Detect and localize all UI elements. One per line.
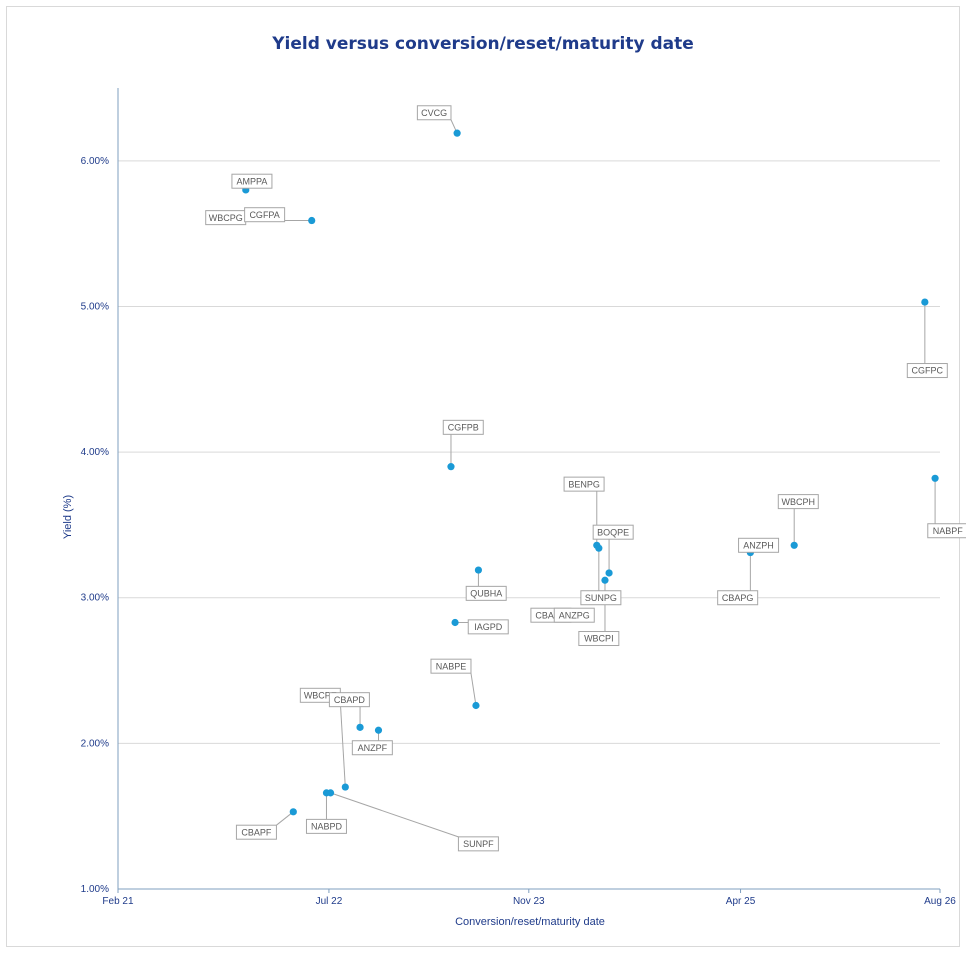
point-label: CVCG: [421, 108, 447, 118]
data-points: [242, 129, 939, 816]
data-point: [595, 544, 603, 552]
axes: 1.00% 2.00% 3.00% 4.00% 5.00% 6.00% Feb 21 Jul …: [81, 88, 956, 907]
point-label: CGFPB: [448, 423, 479, 433]
point-label-box: [467, 619, 509, 635]
point-label: CBAPH: [535, 610, 566, 620]
point-label-box: [738, 537, 780, 553]
point-label-box: [442, 419, 484, 435]
point-label-box: [430, 658, 472, 674]
point-label-box: [465, 585, 507, 601]
y-tick-label: 4.00%: [81, 447, 109, 458]
point-label-box: [328, 692, 370, 708]
point-label: SUNPG: [585, 593, 617, 603]
point-label: ANZPG: [559, 610, 590, 620]
data-point: [451, 618, 459, 627]
data-point: [453, 129, 461, 137]
y-tick-label: 1.00%: [81, 884, 109, 895]
point-label-box: [777, 494, 819, 510]
y-tick-label: 6.00%: [81, 156, 109, 167]
point-label-box: [578, 631, 620, 647]
point-label: ANZPH: [743, 540, 774, 550]
data-point: [447, 463, 455, 471]
y-axis-title: Yield (%): [62, 495, 74, 539]
point-label-box: [553, 607, 595, 623]
data-point: [308, 216, 316, 225]
data-point: [605, 569, 613, 577]
point-label: WBCPI: [584, 634, 614, 644]
point-label-box: [305, 818, 347, 834]
point-label-box: [457, 836, 499, 852]
point-label: NABPE: [436, 661, 467, 671]
y-tick-label: 3.00%: [81, 593, 109, 604]
leader-line: [330, 792, 459, 838]
x-tick-label: Nov 23: [513, 896, 545, 907]
point-label: NABPD: [311, 822, 343, 832]
point-label-box: [563, 476, 605, 492]
chart-frame: [6, 6, 960, 947]
point-label: WBCPE: [304, 691, 337, 701]
x-tick-label: Aug 26: [924, 896, 956, 907]
point-label: CBAPF: [241, 827, 272, 837]
data-point: [356, 723, 364, 731]
point-label: CGFPA: [249, 210, 279, 220]
point-label-box: [592, 524, 634, 540]
chart-title: Yield versus conversion/reset/maturity d…: [272, 34, 694, 54]
point-label: NABPF: [933, 526, 964, 536]
data-point: [474, 566, 483, 574]
data-point: [341, 783, 349, 791]
point-label: BENPG: [568, 479, 600, 489]
point-labels: CVCG AMPPA WBCPG CGFPA CGFPC CGFPB NABPF WBCPH A…: [205, 105, 966, 852]
data-point: [601, 576, 609, 584]
data-point: [921, 298, 929, 306]
point-label-box: [416, 105, 452, 121]
data-point: [931, 474, 939, 482]
point-label: SUNPF: [463, 839, 494, 849]
leader-line: [339, 702, 346, 788]
x-tick-label: Apr 25: [726, 896, 756, 907]
point-label-box: [351, 740, 393, 756]
point-label-box: [927, 523, 966, 539]
point-label-box: [235, 824, 277, 840]
x-tick-label: Feb 21: [102, 896, 134, 907]
point-label: AMPPA: [237, 176, 268, 186]
point-label: WBCPG: [209, 213, 243, 223]
data-point: [472, 701, 480, 710]
y-tick-label: 5.00%: [81, 301, 109, 312]
point-label-box: [717, 590, 759, 606]
data-point: [374, 726, 383, 734]
y-tick-label: 2.00%: [81, 738, 109, 749]
point-label: IAGPD: [474, 622, 503, 632]
point-label-box: [231, 173, 273, 189]
data-point: [289, 808, 297, 816]
point-label-box: [906, 363, 948, 379]
x-tick-label: Jul 22: [316, 896, 343, 907]
point-label: QUBHA: [470, 589, 502, 599]
point-label: CBAPG: [722, 593, 754, 603]
data-point: [326, 789, 335, 797]
point-label-box: [580, 590, 622, 606]
gridlines: [118, 160, 940, 744]
point-label-box: [244, 207, 286, 223]
data-point: [790, 541, 798, 549]
leader-line: [470, 673, 477, 706]
point-label: WBCPH: [782, 497, 816, 507]
x-axis-title: Conversion/reset/maturity date: [455, 916, 605, 928]
point-label: ANZPF: [358, 743, 388, 753]
point-label: CGFPC: [912, 366, 944, 376]
point-label: CBAPD: [334, 695, 366, 705]
point-label: BOQPE: [597, 527, 629, 537]
